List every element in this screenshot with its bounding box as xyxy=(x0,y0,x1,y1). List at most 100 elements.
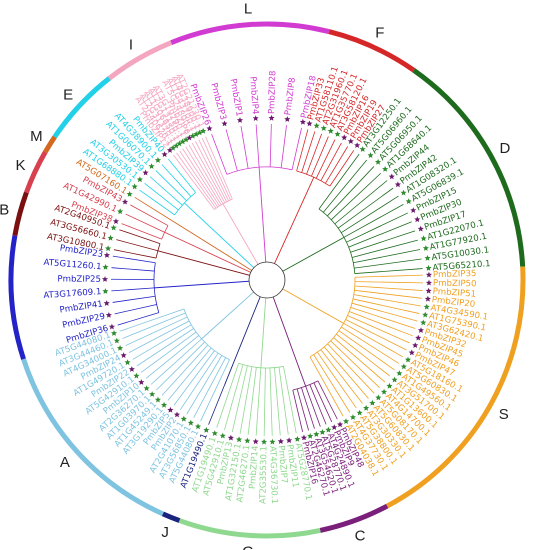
arabidopsis-star-marker xyxy=(349,414,356,420)
poplar-star-marker xyxy=(299,118,306,125)
arabidopsis-star-marker xyxy=(334,131,341,137)
branch xyxy=(186,355,223,415)
branch xyxy=(111,287,155,292)
arabidopsis-star-marker xyxy=(369,399,376,406)
branch xyxy=(351,239,418,258)
arabidopsis-star-marker xyxy=(154,157,161,163)
group-label: D xyxy=(499,140,510,157)
poplar-star-marker xyxy=(424,295,431,302)
arabidopsis-star-marker xyxy=(111,330,118,336)
branch xyxy=(116,239,158,252)
group-label: K xyxy=(15,157,25,174)
arabidopsis-star-marker xyxy=(200,127,207,134)
poplar-star-marker xyxy=(227,434,234,441)
branch xyxy=(117,312,159,326)
group-label: J xyxy=(161,524,169,541)
branch xyxy=(119,229,161,244)
leaf-label: PmbZIP28 xyxy=(267,70,278,114)
branch xyxy=(311,136,329,177)
arabidopsis-star-marker xyxy=(195,423,202,430)
branch xyxy=(345,319,407,351)
branch xyxy=(325,146,349,184)
poplar-star-marker xyxy=(103,300,110,306)
poplar-star-marker xyxy=(252,115,259,121)
branch xyxy=(125,213,165,233)
poplar-star-marker xyxy=(414,216,421,223)
branch xyxy=(136,328,194,367)
group-arc-f xyxy=(328,29,416,73)
branch xyxy=(317,380,338,420)
branch xyxy=(155,170,187,201)
branch xyxy=(330,340,381,389)
branch xyxy=(333,337,386,383)
poplar-star-marker xyxy=(174,411,180,418)
arabidopsis-star-marker xyxy=(203,427,210,433)
leaf-label: AT4G36730.1 xyxy=(267,446,279,504)
leaf-label: PmbZIP14 xyxy=(248,445,261,489)
branch xyxy=(318,153,360,210)
branch xyxy=(185,146,222,206)
arabidopsis-star-marker xyxy=(422,245,429,251)
branch xyxy=(315,139,336,179)
branch xyxy=(292,389,304,432)
arabidopsis-star-marker xyxy=(113,337,120,344)
poplar-star-marker xyxy=(206,125,213,132)
arabidopsis-star-marker xyxy=(375,394,382,401)
tree-branches xyxy=(110,124,423,436)
branch xyxy=(157,250,250,276)
arabidopsis-star-marker xyxy=(183,136,189,143)
arabidopsis-star-marker xyxy=(176,140,183,147)
branch xyxy=(222,203,259,265)
branch xyxy=(274,176,315,264)
branch xyxy=(112,295,156,303)
branch xyxy=(201,291,254,340)
arabidopsis-star-marker xyxy=(124,359,131,366)
arabidopsis-star-marker xyxy=(126,191,133,197)
group-arc-k xyxy=(24,150,48,194)
branch xyxy=(323,346,369,399)
branch-arc xyxy=(318,208,356,274)
branch xyxy=(211,134,228,175)
branch xyxy=(201,137,231,201)
branch xyxy=(354,281,423,284)
arabidopsis-star-marker xyxy=(313,431,320,437)
branch xyxy=(161,164,192,197)
poplar-star-marker xyxy=(337,421,344,428)
arabidopsis-star-marker xyxy=(294,435,301,442)
poplar-star-marker xyxy=(284,116,291,122)
branch xyxy=(179,352,219,410)
branch xyxy=(349,311,413,337)
group-arc-h xyxy=(8,235,26,360)
branch xyxy=(141,331,197,373)
poplar-star-marker xyxy=(306,120,313,127)
group-label: F xyxy=(375,24,384,41)
branch xyxy=(121,223,162,240)
group-label: S xyxy=(499,406,509,423)
arabidopsis-star-marker xyxy=(356,409,363,416)
branch xyxy=(337,187,394,229)
poplar-star-marker xyxy=(408,349,415,356)
branch xyxy=(224,296,261,385)
arabidopsis-star-marker xyxy=(244,437,251,444)
poplar-star-marker xyxy=(236,117,243,123)
arabidopsis-star-marker xyxy=(382,166,389,172)
branch xyxy=(112,255,156,264)
branch xyxy=(354,274,423,278)
group-label: L xyxy=(244,1,252,18)
arabidopsis-star-marker xyxy=(154,396,161,403)
arabidopsis-star-marker xyxy=(386,382,393,389)
poplar-star-marker xyxy=(128,366,135,372)
branch xyxy=(341,326,400,364)
group-arc-c xyxy=(319,503,389,533)
arabidopsis-star-marker xyxy=(149,391,156,397)
leaf-label: PmbZIP4 xyxy=(247,76,260,115)
group-label: M xyxy=(30,128,43,145)
branch xyxy=(296,388,309,431)
branch xyxy=(327,166,375,217)
group-arc-e xyxy=(52,76,111,139)
branch xyxy=(350,306,416,329)
branch xyxy=(144,182,179,211)
branch xyxy=(184,202,255,269)
